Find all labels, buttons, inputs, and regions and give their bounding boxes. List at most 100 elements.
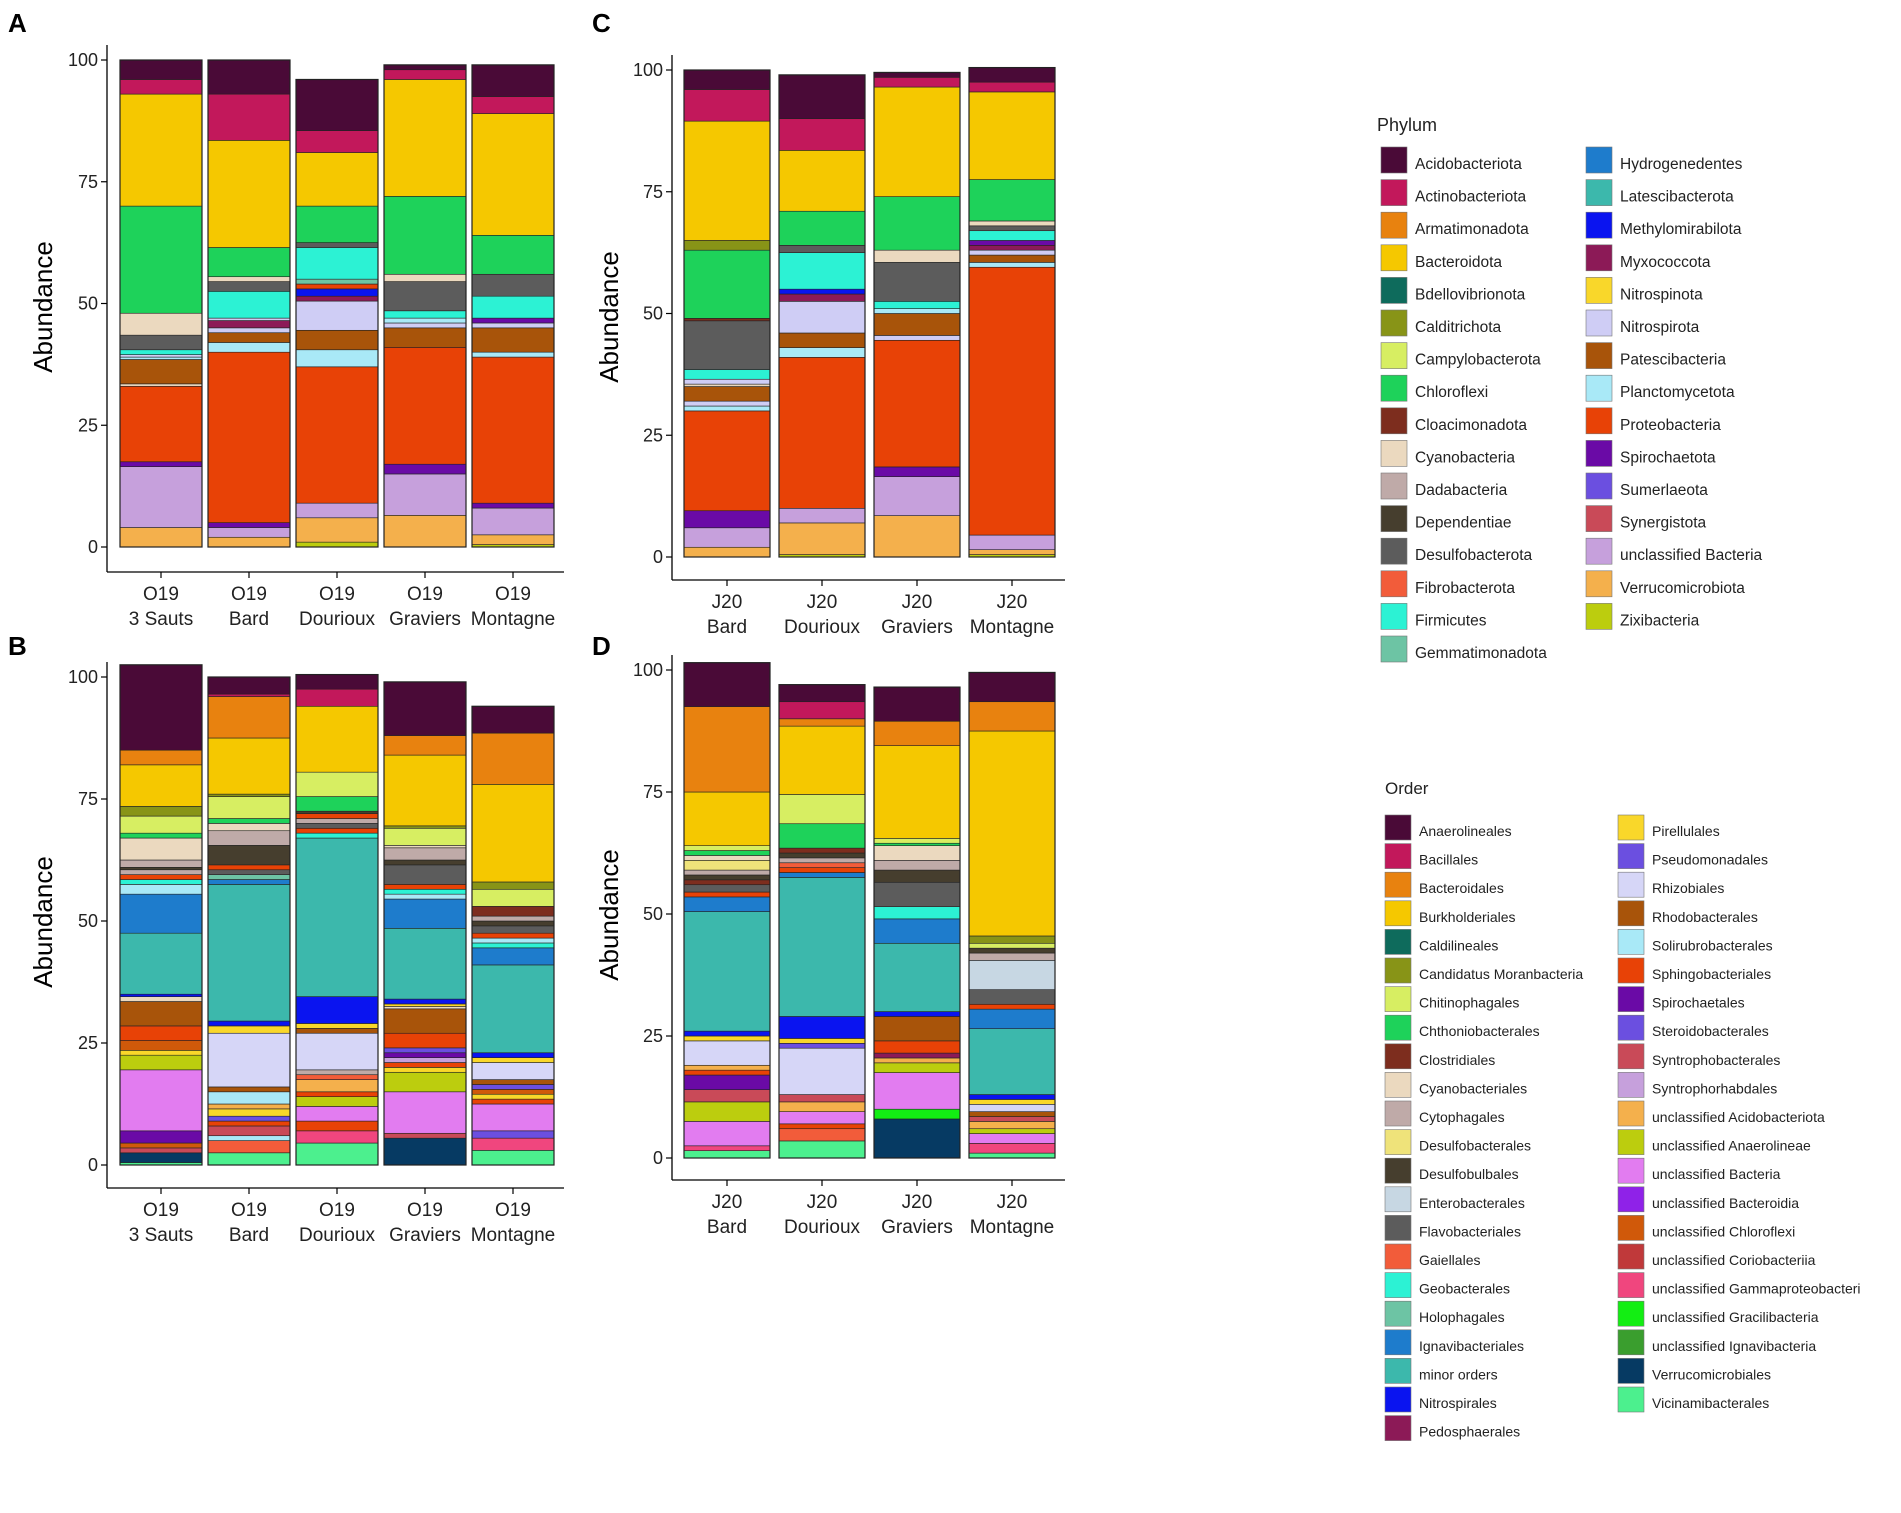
bar-stack bbox=[968, 671, 1056, 1159]
legend-swatch bbox=[1585, 472, 1613, 500]
bar-segment bbox=[295, 517, 379, 543]
bar-segment bbox=[471, 888, 555, 907]
bar-segment bbox=[968, 1104, 1056, 1112]
bar-segment bbox=[968, 240, 1056, 246]
bar-segment bbox=[383, 1091, 467, 1134]
legend-swatch bbox=[1617, 1300, 1645, 1327]
legend-swatch bbox=[1380, 244, 1408, 272]
bar-segment bbox=[778, 1101, 866, 1112]
bar-segment bbox=[471, 947, 555, 966]
legend-swatch bbox=[1380, 603, 1408, 630]
legend-swatch bbox=[1617, 1272, 1645, 1298]
legend-item-label: Nitrospirales bbox=[1419, 1395, 1497, 1411]
legend-item-label: Myxococcota bbox=[1620, 254, 1711, 271]
legend-swatch bbox=[1380, 179, 1408, 206]
bar-segment bbox=[295, 1023, 379, 1029]
bar-segment bbox=[119, 1142, 203, 1149]
legend-swatch bbox=[1617, 1014, 1645, 1041]
bar-segment bbox=[471, 1079, 555, 1085]
bar-segment bbox=[383, 1003, 467, 1007]
y-tick-label: 50 bbox=[643, 304, 663, 324]
bar-segment bbox=[683, 89, 771, 122]
bar-segment bbox=[207, 332, 291, 343]
legend-item-label: unclassified Anaerolineae bbox=[1652, 1138, 1811, 1154]
x-tick-label: Bard bbox=[707, 617, 747, 638]
bar-segment bbox=[207, 351, 291, 523]
y-tick-label: 100 bbox=[68, 667, 98, 687]
bar-segment bbox=[207, 869, 291, 875]
bar-segment bbox=[471, 295, 555, 319]
legend-item-label: Verrucomicrobiales bbox=[1652, 1366, 1771, 1382]
bar-segment bbox=[873, 301, 961, 309]
legend-item-label: Cloacimonadota bbox=[1415, 417, 1527, 434]
bar-segment bbox=[968, 1003, 1056, 1010]
bar-stack bbox=[471, 64, 555, 548]
bar-segment bbox=[207, 1032, 291, 1088]
bar-segment bbox=[383, 327, 467, 348]
bar-segment bbox=[295, 1096, 379, 1107]
bar-segment bbox=[383, 281, 467, 312]
bar-outline bbox=[471, 64, 555, 548]
legend-item-label: Desulfobulbales bbox=[1419, 1166, 1519, 1182]
bar-segment bbox=[295, 810, 379, 814]
bar-segment bbox=[873, 308, 961, 314]
legend-swatch bbox=[1384, 1157, 1412, 1184]
x-tick-label: Graviers bbox=[881, 617, 953, 638]
bar-segment bbox=[207, 281, 291, 292]
legend-swatch bbox=[1384, 871, 1412, 898]
bar-segment bbox=[778, 1016, 866, 1039]
bar-segment bbox=[968, 1111, 1056, 1117]
bar-segment bbox=[383, 827, 467, 846]
bar-stack bbox=[119, 59, 203, 548]
bar-segment bbox=[873, 196, 961, 251]
y-tick-label: 75 bbox=[643, 782, 663, 802]
legend-swatch bbox=[1380, 277, 1408, 304]
bar-segment bbox=[683, 1101, 771, 1122]
bar-segment bbox=[295, 837, 379, 997]
bar-stack bbox=[873, 71, 961, 558]
bar-segment bbox=[873, 1052, 961, 1059]
legend-swatch bbox=[1384, 1243, 1412, 1270]
bar-outline bbox=[968, 671, 1056, 1159]
chart-panel-b: B 0 25 50 75 100 Abundance O19 3 Sauts O19 Bard O19… bbox=[8, 631, 564, 1246]
bar-segment bbox=[968, 220, 1056, 227]
legend-swatch bbox=[1585, 570, 1613, 598]
bar-segment bbox=[295, 688, 379, 707]
bar-segment bbox=[383, 273, 467, 282]
bar-segment bbox=[295, 1069, 379, 1076]
bar-segment bbox=[207, 864, 291, 871]
legend-item-label: Gaiellales bbox=[1419, 1252, 1480, 1268]
bar-segment bbox=[471, 64, 555, 97]
legend-swatch bbox=[1384, 986, 1412, 1012]
legend-swatch bbox=[1384, 957, 1412, 984]
y-tick-label: 75 bbox=[78, 789, 98, 809]
bar-segment bbox=[207, 536, 291, 548]
legend-item-label: unclassified Coriobacteriia bbox=[1652, 1252, 1816, 1268]
x-tick-label: J20 bbox=[997, 592, 1028, 613]
legend-swatch bbox=[1617, 1329, 1645, 1356]
bar-segment bbox=[873, 72, 961, 78]
bar-segment bbox=[207, 793, 291, 797]
x-tick-label: O19 bbox=[407, 584, 443, 605]
legend-swatch bbox=[1617, 1100, 1645, 1127]
legend-swatch bbox=[1384, 1386, 1412, 1413]
bar-segment bbox=[968, 230, 1056, 241]
x-tick-label: Dourioux bbox=[784, 1217, 861, 1238]
bar-segment bbox=[207, 696, 291, 739]
legend-swatch bbox=[1384, 1186, 1412, 1213]
bar-segment bbox=[207, 342, 291, 353]
bar-segment bbox=[471, 1137, 555, 1151]
bar-segment bbox=[383, 1137, 467, 1166]
bar-segment bbox=[383, 1047, 467, 1054]
legend-swatch bbox=[1585, 179, 1613, 206]
bar-segment bbox=[968, 1099, 1056, 1105]
legend-item-label: Firmicutes bbox=[1415, 612, 1487, 629]
legend-item-label: Syntrophorhabdales bbox=[1652, 1080, 1777, 1096]
x-tick-label: O19 bbox=[319, 584, 355, 605]
bar-segment bbox=[683, 896, 771, 912]
bar-segment bbox=[119, 312, 203, 336]
bar-segment bbox=[873, 869, 961, 883]
legend-swatch bbox=[1617, 900, 1645, 927]
legend-swatch bbox=[1617, 814, 1645, 841]
bar-segment bbox=[778, 1047, 866, 1095]
